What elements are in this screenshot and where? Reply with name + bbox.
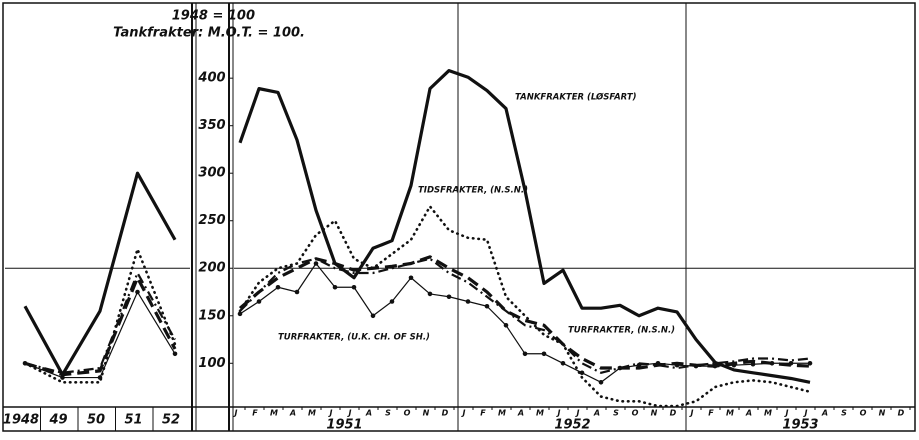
series-annotation: TIDSFRAKTER, (N.S.N.) [418,186,528,196]
frame [2,2,916,432]
point [313,261,319,266]
x-tick-label: A [289,409,296,418]
y-tick-label: 350 [198,118,225,133]
x-tick-label: J [233,409,238,418]
x-tick-label: O [632,409,639,418]
point [579,370,585,376]
series-annotation: TURFRAKTER, (N.S.N.) [568,326,675,336]
point [484,303,490,309]
x-tick-label: M [726,409,734,418]
point [275,284,281,290]
x-tick-label: J [575,409,580,418]
point [294,289,300,295]
x-tick-label: J [461,409,466,418]
x-tick-label: J [328,409,333,418]
point [408,275,414,281]
x-tick-label: S [613,409,619,418]
point [522,351,528,357]
series-line [238,205,812,408]
x-tick-label: 51 [124,413,142,428]
series-annotation: TANKFRAKTER (LØSFART) [515,92,637,103]
year-label: 1951 [326,418,362,433]
x-tick-label: A [745,409,752,418]
x-tick-label: 1948 [3,413,39,428]
point [332,284,338,290]
x-tick-label: J [803,409,808,418]
series-line [23,247,177,384]
point [135,289,140,295]
point [256,299,262,304]
point [237,311,243,317]
x-tick-label: D [442,409,449,418]
x-tick-label: J [347,409,352,418]
y-tick-label: 100 [198,356,225,371]
x-tick-label: N [423,409,430,418]
x-tick-label: A [365,409,372,418]
y-tick-label: 150 [198,308,225,323]
x-tick-label: F [252,409,258,418]
x-tick-label: J [556,409,561,418]
point [560,360,566,366]
x-tick-label: 52 [162,413,180,428]
x-tick-label: D [898,409,905,418]
series-line [24,276,177,377]
point [389,299,395,304]
x-tick-label: M [498,409,506,418]
x-tick-label: A [517,409,524,418]
point [427,291,433,297]
point [351,284,357,290]
axis-note: Tankfrakter: M.O.T. = 100. [113,26,305,41]
point [97,375,103,380]
series-annotation: TURFRAKTER, (U.K. CH. OF SH.) [278,333,430,343]
series-line [238,255,811,370]
x-tick-label: S [841,409,847,418]
y-tick-label: 250 [198,213,225,228]
point [446,294,452,300]
x-tick-label: D [670,409,677,418]
x-tick-label: M [308,409,316,418]
series-line [23,171,177,377]
point [370,313,376,319]
y-tick-label: 400 [197,71,225,86]
year-label: 1953 [782,418,818,433]
x-tick-label: N [651,409,658,418]
x-tick-label: M [270,409,278,418]
x-tick-label: S [385,409,391,418]
x-tick-label: A [593,409,600,418]
point [60,375,65,380]
x-tick-label: O [860,409,867,418]
y-tick-label: 200 [198,261,225,276]
point [807,360,813,366]
year-label: 1952 [554,418,590,433]
x-tick-label: M [536,409,544,418]
x-tick-label: J [689,409,694,418]
axis-note: 1948 = 100 [172,9,255,24]
x-tick-label: F [708,409,714,418]
point [541,351,547,357]
x-tick-label: 50 [87,413,105,428]
point [172,351,178,357]
x-tick-label: J [784,409,789,418]
point [465,299,471,304]
x-tick-label: O [404,409,411,418]
y-tick-label: 300 [198,166,225,181]
point [503,322,509,328]
x-tick-label: M [764,409,772,418]
x-tick-label: 49 [48,413,67,428]
series-line [239,257,811,374]
x-tick-label: A [821,409,828,418]
point [598,379,604,385]
x-tick-label: N [879,409,886,418]
x-tick-label: F [480,409,486,418]
